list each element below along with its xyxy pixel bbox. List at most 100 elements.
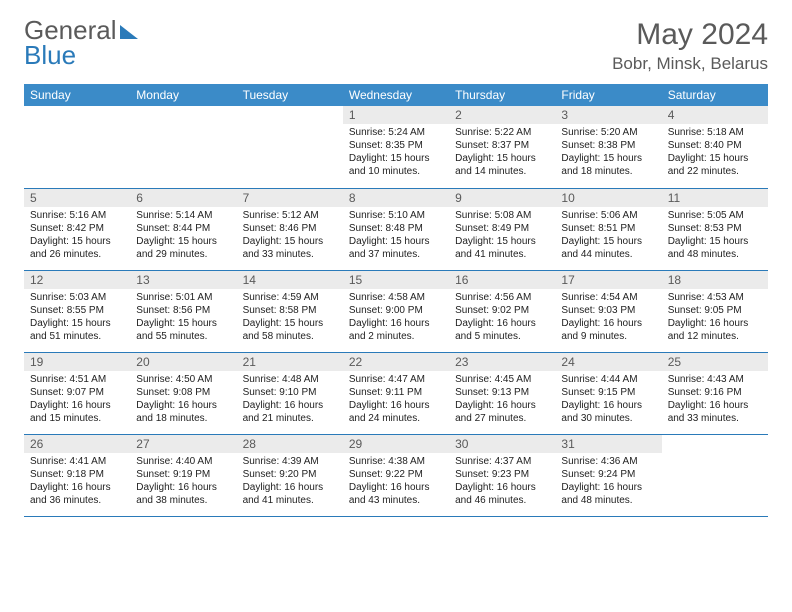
week-row: 12Sunrise: 5:03 AMSunset: 8:55 PMDayligh… (24, 270, 768, 352)
day-cell: 12Sunrise: 5:03 AMSunset: 8:55 PMDayligh… (24, 270, 130, 352)
day-cell: 6Sunrise: 5:14 AMSunset: 8:44 PMDaylight… (130, 188, 236, 270)
sunrise-text: Sunrise: 4:45 AM (455, 373, 549, 386)
brand-logo: GeneralBlue (24, 18, 138, 67)
sunrise-text: Sunrise: 4:41 AM (30, 455, 124, 468)
day-number: 16 (449, 271, 555, 289)
col-monday: Monday (130, 84, 236, 106)
daylight-text: Daylight: 16 hours and 27 minutes. (455, 399, 549, 425)
day-details: Sunrise: 4:45 AMSunset: 9:13 PMDaylight:… (449, 371, 555, 429)
day-details: Sunrise: 4:51 AMSunset: 9:07 PMDaylight:… (24, 371, 130, 429)
daylight-text: Daylight: 15 hours and 22 minutes. (668, 152, 762, 178)
daylight-text: Daylight: 16 hours and 46 minutes. (455, 481, 549, 507)
day-cell: 18Sunrise: 4:53 AMSunset: 9:05 PMDayligh… (662, 270, 768, 352)
day-details: Sunrise: 5:01 AMSunset: 8:56 PMDaylight:… (130, 289, 236, 347)
sunrise-text: Sunrise: 5:16 AM (30, 209, 124, 222)
location-text: Bobr, Minsk, Belarus (612, 54, 768, 74)
sunrise-text: Sunrise: 4:56 AM (455, 291, 549, 304)
day-details: Sunrise: 5:18 AMSunset: 8:40 PMDaylight:… (662, 124, 768, 182)
sunset-text: Sunset: 9:19 PM (136, 468, 230, 481)
day-cell: 31Sunrise: 4:36 AMSunset: 9:24 PMDayligh… (555, 434, 661, 516)
sunset-text: Sunset: 8:51 PM (561, 222, 655, 235)
day-details: Sunrise: 4:38 AMSunset: 9:22 PMDaylight:… (343, 453, 449, 511)
day-details: Sunrise: 4:37 AMSunset: 9:23 PMDaylight:… (449, 453, 555, 511)
sunrise-text: Sunrise: 4:58 AM (349, 291, 443, 304)
daylight-text: Daylight: 15 hours and 18 minutes. (561, 152, 655, 178)
day-cell (237, 106, 343, 188)
sunset-text: Sunset: 9:10 PM (243, 386, 337, 399)
day-number: 17 (555, 271, 661, 289)
day-cell: 20Sunrise: 4:50 AMSunset: 9:08 PMDayligh… (130, 352, 236, 434)
sunset-text: Sunset: 9:02 PM (455, 304, 549, 317)
week-row: 1Sunrise: 5:24 AMSunset: 8:35 PMDaylight… (24, 106, 768, 188)
sunrise-text: Sunrise: 4:44 AM (561, 373, 655, 386)
day-cell (24, 106, 130, 188)
day-cell: 24Sunrise: 4:44 AMSunset: 9:15 PMDayligh… (555, 352, 661, 434)
day-details: Sunrise: 4:40 AMSunset: 9:19 PMDaylight:… (130, 453, 236, 511)
daylight-text: Daylight: 16 hours and 33 minutes. (668, 399, 762, 425)
daylight-text: Daylight: 16 hours and 30 minutes. (561, 399, 655, 425)
day-details: Sunrise: 5:03 AMSunset: 8:55 PMDaylight:… (24, 289, 130, 347)
sunset-text: Sunset: 9:00 PM (349, 304, 443, 317)
day-header-row: Sunday Monday Tuesday Wednesday Thursday… (24, 84, 768, 106)
day-cell: 21Sunrise: 4:48 AMSunset: 9:10 PMDayligh… (237, 352, 343, 434)
day-number: 8 (343, 189, 449, 207)
day-number: 6 (130, 189, 236, 207)
calendar-table: Sunday Monday Tuesday Wednesday Thursday… (24, 84, 768, 517)
day-cell: 3Sunrise: 5:20 AMSunset: 8:38 PMDaylight… (555, 106, 661, 188)
day-number: 20 (130, 353, 236, 371)
daylight-text: Daylight: 15 hours and 55 minutes. (136, 317, 230, 343)
sunset-text: Sunset: 9:13 PM (455, 386, 549, 399)
day-cell: 29Sunrise: 4:38 AMSunset: 9:22 PMDayligh… (343, 434, 449, 516)
day-cell: 28Sunrise: 4:39 AMSunset: 9:20 PMDayligh… (237, 434, 343, 516)
sunrise-text: Sunrise: 5:14 AM (136, 209, 230, 222)
sunrise-text: Sunrise: 4:53 AM (668, 291, 762, 304)
day-number: 10 (555, 189, 661, 207)
day-details: Sunrise: 4:48 AMSunset: 9:10 PMDaylight:… (237, 371, 343, 429)
day-details: Sunrise: 4:36 AMSunset: 9:24 PMDaylight:… (555, 453, 661, 511)
sunset-text: Sunset: 9:15 PM (561, 386, 655, 399)
day-number: 24 (555, 353, 661, 371)
sunset-text: Sunset: 9:23 PM (455, 468, 549, 481)
sunrise-text: Sunrise: 5:24 AM (349, 126, 443, 139)
sunrise-text: Sunrise: 4:43 AM (668, 373, 762, 386)
sunrise-text: Sunrise: 5:05 AM (668, 209, 762, 222)
sunset-text: Sunset: 8:44 PM (136, 222, 230, 235)
sunrise-text: Sunrise: 5:12 AM (243, 209, 337, 222)
sunrise-text: Sunrise: 4:48 AM (243, 373, 337, 386)
sunset-text: Sunset: 9:08 PM (136, 386, 230, 399)
day-cell: 4Sunrise: 5:18 AMSunset: 8:40 PMDaylight… (662, 106, 768, 188)
sail-icon (120, 25, 138, 39)
day-number: 1 (343, 106, 449, 124)
day-cell: 1Sunrise: 5:24 AMSunset: 8:35 PMDaylight… (343, 106, 449, 188)
daylight-text: Daylight: 16 hours and 18 minutes. (136, 399, 230, 425)
day-cell: 26Sunrise: 4:41 AMSunset: 9:18 PMDayligh… (24, 434, 130, 516)
day-details: Sunrise: 4:58 AMSunset: 9:00 PMDaylight:… (343, 289, 449, 347)
sunset-text: Sunset: 9:18 PM (30, 468, 124, 481)
daylight-text: Daylight: 16 hours and 5 minutes. (455, 317, 549, 343)
day-details: Sunrise: 5:06 AMSunset: 8:51 PMDaylight:… (555, 207, 661, 265)
sunrise-text: Sunrise: 5:10 AM (349, 209, 443, 222)
daylight-text: Daylight: 16 hours and 36 minutes. (30, 481, 124, 507)
sunrise-text: Sunrise: 5:20 AM (561, 126, 655, 139)
day-details: Sunrise: 4:44 AMSunset: 9:15 PMDaylight:… (555, 371, 661, 429)
day-cell: 23Sunrise: 4:45 AMSunset: 9:13 PMDayligh… (449, 352, 555, 434)
day-details: Sunrise: 5:22 AMSunset: 8:37 PMDaylight:… (449, 124, 555, 182)
sunrise-text: Sunrise: 5:22 AM (455, 126, 549, 139)
daylight-text: Daylight: 15 hours and 33 minutes. (243, 235, 337, 261)
day-details: Sunrise: 4:41 AMSunset: 9:18 PMDaylight:… (24, 453, 130, 511)
day-number: 15 (343, 271, 449, 289)
sunset-text: Sunset: 8:49 PM (455, 222, 549, 235)
day-cell: 11Sunrise: 5:05 AMSunset: 8:53 PMDayligh… (662, 188, 768, 270)
day-number: 29 (343, 435, 449, 453)
sunrise-text: Sunrise: 4:39 AM (243, 455, 337, 468)
day-number: 30 (449, 435, 555, 453)
day-details: Sunrise: 4:50 AMSunset: 9:08 PMDaylight:… (130, 371, 236, 429)
daylight-text: Daylight: 16 hours and 43 minutes. (349, 481, 443, 507)
daylight-text: Daylight: 16 hours and 2 minutes. (349, 317, 443, 343)
day-cell (662, 434, 768, 516)
day-number: 3 (555, 106, 661, 124)
daylight-text: Daylight: 16 hours and 38 minutes. (136, 481, 230, 507)
day-number: 18 (662, 271, 768, 289)
col-friday: Friday (555, 84, 661, 106)
day-cell: 15Sunrise: 4:58 AMSunset: 9:00 PMDayligh… (343, 270, 449, 352)
